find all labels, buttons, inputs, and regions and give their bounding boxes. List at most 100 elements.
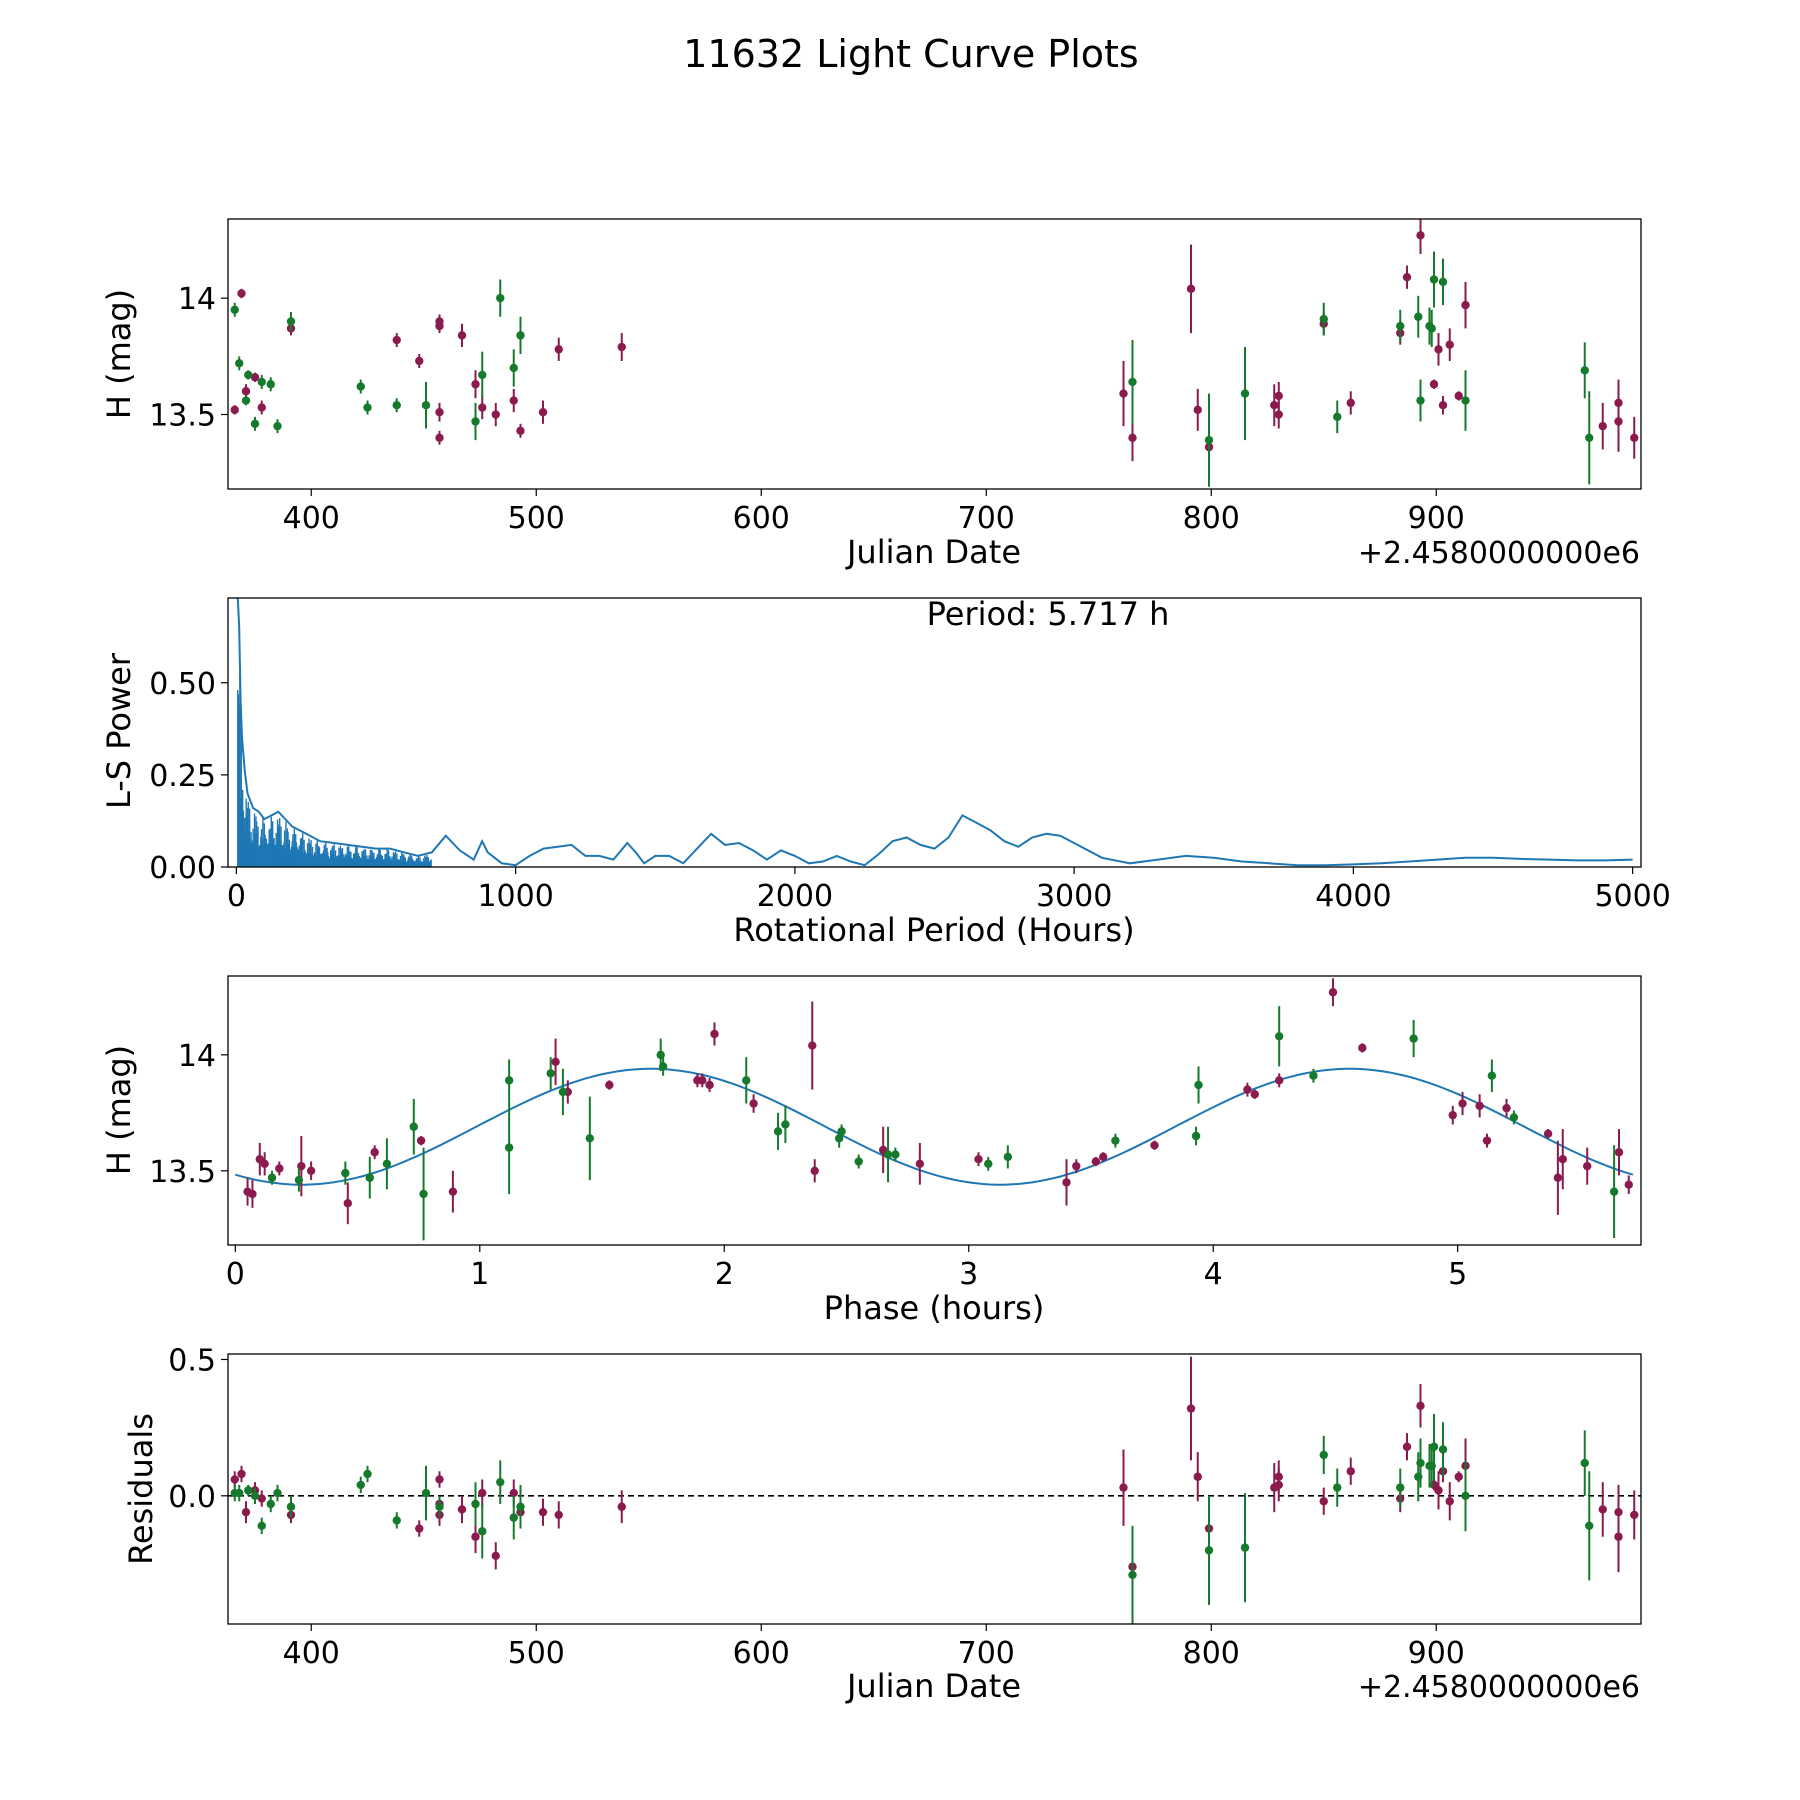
data-point: [1119, 389, 1128, 398]
data-point: [1396, 321, 1405, 331]
data-point: [1346, 398, 1355, 408]
data-point: [1445, 1497, 1454, 1506]
data-point: [1119, 1483, 1128, 1492]
data-point: [974, 1154, 983, 1164]
x-tick-label: 600: [733, 501, 790, 536]
data-point: [509, 363, 518, 373]
data-point: [415, 356, 424, 366]
data-point: [1416, 1401, 1425, 1411]
series-filter-maroon: [243, 978, 1633, 1225]
data-point: [478, 370, 487, 380]
x-tick-label: 600: [733, 1636, 790, 1671]
y-tick-label: 14: [178, 282, 216, 317]
data-point: [1333, 412, 1342, 422]
data-point: [1243, 1085, 1252, 1094]
data-point: [286, 1502, 296, 1511]
data-point: [244, 370, 253, 380]
data-point: [392, 401, 401, 410]
panel-0-frame: [227, 218, 1642, 490]
raw-light-curve-panel: Julian Date H (mag) +2.4580000000e6 400 5…: [100, 218, 1642, 571]
x-tick-label: 500: [508, 501, 565, 536]
data-point: [491, 1551, 500, 1561]
data-point: [1502, 1103, 1511, 1113]
x-tick-label: 800: [1183, 501, 1240, 536]
data-point: [435, 1475, 444, 1484]
data-point: [1558, 1154, 1567, 1164]
data-point: [341, 1168, 350, 1178]
x-tick-label: 5000: [1594, 879, 1670, 914]
panel-2-ylabel: H (mag): [100, 1045, 138, 1175]
data-point: [250, 373, 260, 382]
data-point: [419, 1189, 428, 1199]
data-point: [781, 1120, 790, 1129]
panel-3-plot-area: [228, 1356, 1641, 1624]
data-point: [1614, 1532, 1623, 1541]
data-point: [854, 1157, 863, 1166]
data-point: [1128, 377, 1137, 387]
data-point: [1250, 1090, 1259, 1099]
data-point: [1416, 396, 1425, 405]
data-point: [1274, 410, 1283, 419]
data-point: [1333, 1483, 1342, 1492]
data-point: [478, 1527, 487, 1536]
data-point: [1309, 1071, 1318, 1080]
data-point: [1630, 1510, 1639, 1520]
data-point: [244, 1486, 253, 1495]
panel-1-plot-area: [236, 598, 1633, 867]
data-point: [235, 359, 244, 368]
data-point: [478, 1488, 487, 1498]
data-point: [1609, 1187, 1619, 1196]
data-point: [241, 396, 251, 405]
data-point: [891, 1150, 900, 1159]
data-point: [1475, 1101, 1484, 1111]
data-point: [1416, 231, 1425, 240]
data-point: [742, 1076, 751, 1085]
data-point: [516, 1502, 525, 1511]
data-point: [915, 1159, 925, 1169]
data-point: [306, 1166, 316, 1175]
data-point: [1062, 1178, 1071, 1187]
data-point: [1429, 1442, 1439, 1451]
data-point: [435, 1502, 444, 1511]
data-point: [1091, 1157, 1101, 1166]
data-point: [356, 1480, 365, 1490]
data-point: [1240, 389, 1250, 398]
x-tick-label: 2000: [757, 879, 833, 914]
periodogram-spikes: [237, 673, 432, 867]
x-tick-label: 700: [958, 1636, 1015, 1671]
data-point: [1461, 396, 1470, 405]
x-tick-label: 900: [1408, 501, 1465, 536]
data-point: [266, 1499, 275, 1509]
data-point: [1274, 1076, 1284, 1085]
panel-1-frame: [227, 597, 1642, 868]
data-point: [241, 1507, 251, 1517]
panel-2-frame: [227, 975, 1642, 1246]
data-point: [509, 1488, 518, 1498]
data-point: [230, 1475, 239, 1484]
data-point: [370, 1148, 379, 1157]
data-point: [516, 331, 525, 340]
data-point: [273, 421, 282, 431]
periodogram-line: [236, 598, 1633, 867]
panel-0-xlabel: Julian Date: [845, 533, 1021, 571]
data-point: [1186, 284, 1196, 294]
data-point: [546, 1069, 555, 1078]
data-point: [1454, 1472, 1463, 1481]
data-point: [516, 426, 525, 436]
data-point: [1274, 1032, 1284, 1041]
panel-3-offset-label: +2.4580000000e6: [1358, 1670, 1640, 1705]
data-point: [363, 1469, 372, 1479]
data-point: [1624, 1180, 1633, 1189]
panel-0-offset-label: +2.4580000000e6: [1358, 536, 1640, 571]
data-point: [551, 1057, 560, 1067]
data-point: [1240, 1543, 1250, 1552]
data-point: [1614, 1148, 1624, 1157]
data-point: [457, 1505, 467, 1514]
data-point: [409, 1122, 418, 1131]
panel-1-ylabel: L-S Power: [100, 652, 138, 809]
data-point: [749, 1099, 758, 1108]
data-point: [1543, 1129, 1553, 1138]
data-point: [1402, 1442, 1412, 1451]
data-point: [1003, 1152, 1013, 1162]
data-point: [267, 1173, 277, 1182]
